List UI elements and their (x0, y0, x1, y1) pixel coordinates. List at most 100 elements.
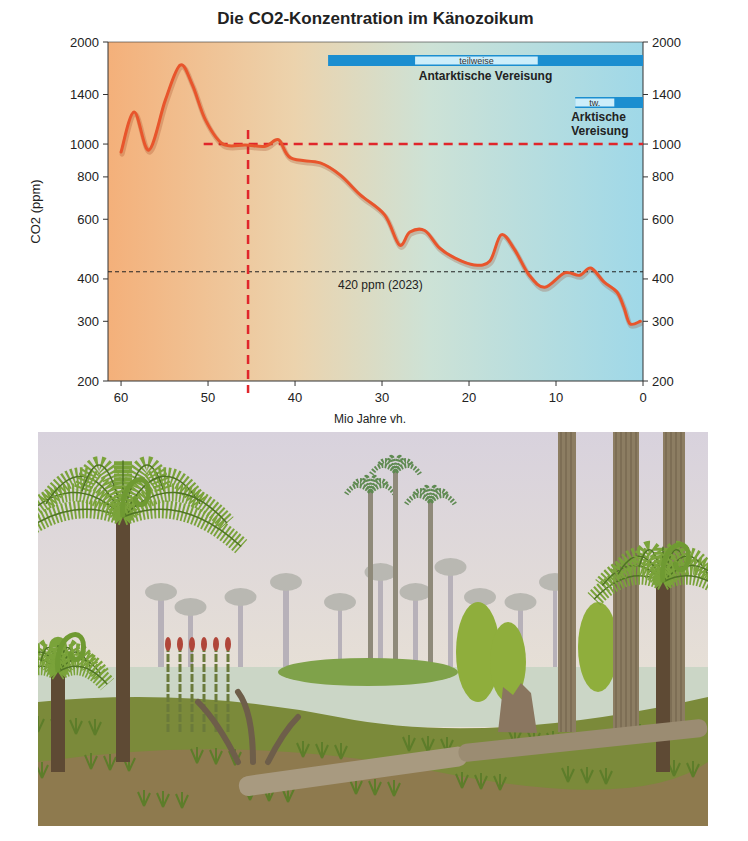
palm-frond (371, 485, 395, 494)
grass (38, 716, 44, 732)
ground (38, 697, 708, 826)
grass (191, 747, 203, 763)
fallen-log (458, 718, 708, 762)
y-tick-label: 2000 (70, 35, 99, 50)
trunk-bark (561, 432, 562, 732)
horsetail-cone (189, 637, 195, 651)
fern-frond (663, 576, 708, 600)
y-tick (103, 278, 108, 279)
palm-frond (346, 485, 370, 494)
horsetail (191, 647, 194, 732)
reference-label: 420 ppm (2023) (338, 278, 423, 292)
y-tick-label: 300 (77, 314, 99, 329)
title: Die CO2-Konzentration im Känozoikum (217, 9, 533, 28)
y2-tick (643, 381, 648, 382)
y2-tick (643, 42, 648, 43)
chart: Die CO2-Konzentration im Känozoikum20030… (0, 0, 748, 430)
fern-rib (58, 666, 107, 684)
horsetail (203, 647, 206, 732)
grass (176, 792, 188, 808)
trunk-bark (571, 432, 572, 732)
y2-tick-label: 1400 (652, 87, 681, 102)
grass (316, 742, 328, 758)
plot-background (108, 42, 643, 381)
x-tick (121, 381, 122, 386)
y-tick-label: 1400 (70, 87, 99, 102)
glaciation-label: Antarktische Vereisung (419, 69, 552, 83)
grass (600, 768, 612, 784)
fern-fiddlehead (58, 635, 84, 672)
grass (104, 754, 116, 770)
top-frame (108, 42, 643, 43)
y-tick (103, 176, 108, 177)
x-tick (295, 381, 296, 386)
y2-tick (643, 144, 648, 145)
tree-trunk (558, 432, 576, 732)
palm-frond (396, 465, 420, 474)
grass (422, 736, 434, 752)
fern-trunk (51, 672, 65, 772)
y-tick-label: 1000 (70, 137, 99, 152)
distant-crown (324, 593, 356, 611)
x-tick (643, 381, 644, 386)
horsetail (179, 647, 182, 732)
sky (38, 432, 708, 826)
glaciation-partial (415, 57, 538, 65)
fern-rib (38, 509, 123, 546)
distant-crown (145, 583, 177, 601)
y2-tick (643, 176, 648, 177)
glaciation-partial-label: tw. (589, 98, 600, 108)
y-tick (103, 381, 108, 382)
y-tick (103, 219, 108, 220)
grass (297, 741, 309, 757)
grass (38, 762, 48, 778)
y-tick-label: 400 (77, 271, 99, 286)
co2-curve (121, 65, 640, 325)
roots (198, 692, 298, 762)
x-tick-label: 50 (201, 390, 215, 405)
fern-rib (123, 509, 241, 546)
grass (369, 779, 381, 795)
y-tick-label: 600 (77, 212, 99, 227)
island (278, 658, 458, 686)
horsetail (167, 647, 170, 732)
glaciation-label: ArktischeVereisung (571, 110, 628, 138)
glaciation-bar (328, 55, 643, 66)
horsetail-cone (177, 637, 183, 651)
y2-tick-label: 800 (652, 169, 674, 184)
trunk-bark (636, 432, 637, 742)
y-tick (103, 94, 108, 95)
y2-tick-label: 2000 (652, 35, 681, 50)
palm-frond (431, 495, 455, 504)
palm-frond (371, 481, 387, 492)
fern-fiddlehead (123, 480, 149, 517)
y2-tick (643, 321, 648, 322)
grass (475, 773, 487, 789)
grass (70, 718, 82, 734)
painting (38, 432, 708, 826)
fern-frond (123, 509, 241, 546)
distant-crown (175, 598, 207, 616)
grass (85, 753, 97, 769)
glaciation-partial-label: teilweise (459, 56, 494, 66)
fern-trunk (116, 517, 130, 762)
horsetail (227, 647, 230, 732)
grass (138, 790, 150, 806)
x-tick (382, 381, 383, 386)
conifer (578, 602, 618, 692)
trunk-bark (621, 432, 622, 742)
horsetail-cone (213, 637, 219, 651)
y-tick (103, 42, 108, 43)
x-tick-label: 30 (375, 390, 389, 405)
palm-frond (431, 491, 447, 502)
grass (335, 743, 347, 759)
grass (210, 748, 222, 764)
y2-tick-label: 600 (652, 212, 674, 227)
fern-rib (663, 576, 708, 600)
horsetail-cone (225, 637, 231, 651)
grass (388, 780, 400, 796)
grass (581, 767, 593, 783)
y2-tick (643, 278, 648, 279)
stump (498, 683, 537, 733)
glaciation-label-line: Arktische (571, 110, 626, 124)
